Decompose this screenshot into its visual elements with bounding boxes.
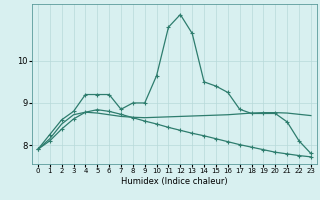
X-axis label: Humidex (Indice chaleur): Humidex (Indice chaleur)	[121, 177, 228, 186]
